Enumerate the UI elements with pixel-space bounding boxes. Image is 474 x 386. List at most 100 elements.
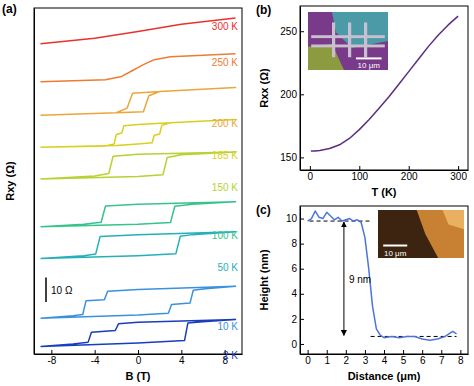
plot-frame: [300, 6, 468, 170]
series-label: 250 K: [212, 57, 238, 68]
tick-label: 250: [280, 26, 297, 37]
tick: 150: [280, 152, 304, 163]
tick-label: 2: [344, 355, 350, 366]
series-line: [41, 232, 236, 259]
tick: -4: [91, 350, 100, 366]
tick-mark: [181, 350, 182, 354]
annotation-label: 9 nm: [349, 274, 371, 285]
series-label: 50 K: [217, 262, 238, 273]
series-label: 185 K: [212, 150, 238, 161]
series-line: [41, 319, 236, 346]
tick-mark: [300, 94, 304, 95]
tick-label: 4: [291, 288, 297, 299]
panel: 0100200300150200250T (K)Rxx (Ω)(b): [256, 3, 469, 198]
tick-label: 10: [286, 213, 298, 224]
panel: 01234567802468109 nmDistance (μm)Height …: [256, 203, 469, 382]
series-line: [41, 119, 236, 147]
axis-line: [301, 170, 469, 171]
plot-frame: [300, 206, 468, 354]
tick-label: 4: [382, 355, 388, 366]
tick-mark: [346, 350, 347, 354]
tick-label: 8: [291, 238, 297, 249]
x-axis: 0 100 200 300: [301, 166, 469, 182]
scale-bar: [45, 277, 47, 302]
tick-mark: [310, 166, 311, 170]
inset-hall-bar: [332, 22, 335, 57]
inset-flake: [332, 12, 388, 48]
tick-label: 5: [401, 355, 407, 366]
inset-scale-bar: [356, 57, 382, 59]
tick-mark: [409, 166, 410, 170]
tick-label: 0: [136, 355, 142, 366]
series-line: [311, 16, 458, 151]
tick-label: 0: [291, 339, 297, 350]
tick-mark: [460, 350, 461, 354]
panel-label: (a): [2, 2, 17, 16]
plot-area: [41, 18, 236, 347]
y-axis-title: Rxy (Ω): [4, 161, 16, 201]
inset-image: 10 μm: [378, 210, 464, 258]
tick-label: 200: [401, 171, 418, 182]
tick: 7: [439, 350, 445, 366]
inset-scale-label: 10 μm: [358, 61, 381, 70]
tick: 4: [291, 288, 304, 299]
y-axis-title: Height (nm): [258, 249, 270, 310]
tick-label: 300: [450, 171, 467, 182]
panel-label: (b): [256, 3, 271, 17]
tick-label: 0: [308, 171, 314, 182]
inset-hall-bar: [364, 22, 367, 57]
figure: -8-4048300 K250 K200 K185 K150 K100 K50 …: [0, 0, 474, 386]
tick-mark: [95, 350, 96, 354]
plot-frame: [34, 8, 242, 354]
tick: 300: [450, 166, 467, 182]
x-axis-title: T (K): [371, 186, 396, 198]
inset-flake: [443, 210, 465, 229]
inset-scale-bar: [383, 245, 407, 247]
tick-mark: [458, 166, 459, 170]
inset-background: [378, 210, 464, 258]
series-line: [41, 152, 236, 179]
tick-label: 6: [420, 355, 426, 366]
series-label: 100 K: [212, 230, 238, 241]
tick-mark: [365, 350, 366, 354]
y-axis: 0 2 4 6 8 10: [286, 207, 304, 355]
tick-mark: [384, 350, 385, 354]
tick: 4: [179, 350, 185, 366]
series-line: [41, 88, 236, 116]
tick-mark: [300, 269, 304, 270]
x-axis-title: Distance (μm): [348, 370, 421, 382]
panel-label: (c): [256, 203, 271, 217]
inset-hall-bar: [348, 22, 351, 57]
tick-mark: [327, 350, 328, 354]
tick-mark: [300, 157, 304, 158]
tick-mark: [441, 350, 442, 354]
tick-mark: [403, 350, 404, 354]
series-label: 300 K: [212, 21, 238, 32]
tick: 200: [401, 166, 418, 182]
tick-label: 8: [458, 355, 464, 366]
tick: 1: [324, 350, 330, 366]
tick-mark: [422, 350, 423, 354]
reference-line: [310, 221, 371, 222]
tick-mark: [138, 350, 139, 354]
tick: 0: [308, 166, 314, 182]
tick-label: 4: [179, 355, 185, 366]
tick-label: 200: [280, 89, 297, 100]
inset-flake: [417, 210, 464, 258]
tick-label: 1: [324, 355, 330, 366]
tick: 5: [401, 350, 407, 366]
tick-label: 6: [291, 263, 297, 274]
tick: 2: [291, 314, 304, 325]
tick: 200: [280, 89, 304, 100]
tick-mark: [300, 319, 304, 320]
tick: 0: [136, 350, 142, 366]
tick-label: 7: [439, 355, 445, 366]
series-line: [41, 18, 236, 44]
y-axis: [34, 9, 35, 355]
tick-mark: [300, 344, 304, 345]
tick: 6: [291, 263, 304, 274]
inset-image: 10 μm: [308, 12, 388, 70]
tick: 8: [458, 350, 464, 366]
series-line: [41, 202, 236, 227]
tick: 100: [351, 166, 368, 182]
